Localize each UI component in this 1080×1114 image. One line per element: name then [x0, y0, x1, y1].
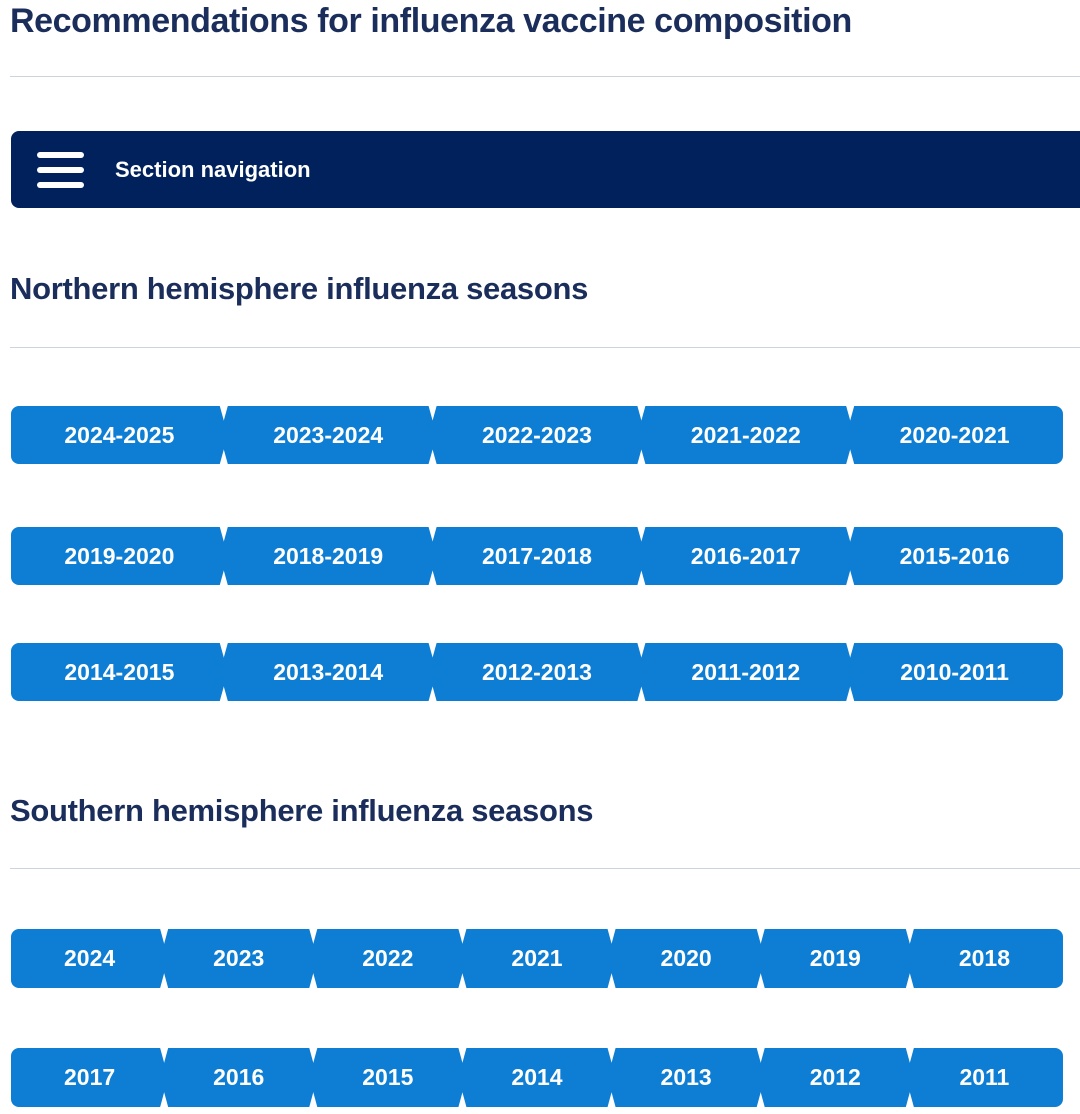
- season-button[interactable]: 2021: [458, 929, 615, 988]
- southern-heading-divider: [10, 868, 1080, 869]
- season-button[interactable]: 2016: [160, 1048, 317, 1107]
- season-button[interactable]: 2017-2018: [429, 527, 646, 585]
- season-button[interactable]: 2013: [608, 1048, 765, 1107]
- season-button[interactable]: 2024-2025: [11, 406, 228, 464]
- season-button[interactable]: 2010-2011: [846, 643, 1063, 701]
- season-button[interactable]: 2013-2014: [220, 643, 437, 701]
- season-button[interactable]: 2017: [11, 1048, 168, 1107]
- season-button[interactable]: 2015-2016: [846, 527, 1063, 585]
- page-title: Recommendations for influenza vaccine co…: [10, 2, 852, 40]
- season-button[interactable]: 2015: [309, 1048, 466, 1107]
- section-navigation-label: Section navigation: [115, 156, 311, 182]
- season-button[interactable]: 2020: [608, 929, 765, 988]
- next-season-tip-dot: [1053, 1072, 1060, 1079]
- hamburger-menu-icon[interactable]: [37, 151, 84, 188]
- northern-heading-divider: [10, 347, 1080, 348]
- season-button[interactable]: 2011-2012: [637, 643, 854, 701]
- season-button-row: 2024 2023 2022 2021 2020 2019 2018: [11, 929, 1063, 988]
- season-button[interactable]: 2023: [160, 929, 317, 988]
- season-button[interactable]: 2014-2015: [11, 643, 228, 701]
- season-button[interactable]: 2022: [309, 929, 466, 988]
- season-button[interactable]: 2024: [11, 929, 168, 988]
- season-button[interactable]: 2014: [458, 1048, 615, 1107]
- northern-hemisphere-heading: Northern hemisphere influenza seasons: [10, 271, 589, 306]
- season-button[interactable]: 2021-2022: [637, 406, 854, 464]
- season-button-row: 2019-2020 2018-2019 2017-2018 2016-2017 2015…: [11, 527, 1063, 585]
- season-button-row: 2024-2025 2023-2024 2022-2023 2021-2022 2020…: [11, 406, 1063, 464]
- season-button[interactable]: 2023-2024: [220, 406, 437, 464]
- season-button-row: 2014-2015 2013-2014 2012-2013 2011-2012 2010…: [11, 643, 1063, 701]
- season-button[interactable]: 2019: [757, 929, 914, 988]
- season-button[interactable]: 2018-2019: [220, 527, 437, 585]
- title-divider: [10, 76, 1080, 77]
- section-navigation-bar[interactable]: Section navigation: [11, 131, 1080, 208]
- season-button[interactable]: 2012-2013: [429, 643, 646, 701]
- season-button[interactable]: 2020-2021: [846, 406, 1063, 464]
- season-button[interactable]: 2012: [757, 1048, 914, 1107]
- season-button[interactable]: 2011: [905, 1048, 1063, 1107]
- season-button[interactable]: 2022-2023: [429, 406, 646, 464]
- season-button[interactable]: 2016-2017: [637, 527, 854, 585]
- season-button[interactable]: 2019-2020: [11, 527, 228, 585]
- season-button-row: 2017 2016 2015 2014 2013 2012 2011: [11, 1048, 1063, 1107]
- season-button[interactable]: 2018: [905, 929, 1063, 988]
- southern-hemisphere-heading: Southern hemisphere influenza seasons: [10, 793, 594, 828]
